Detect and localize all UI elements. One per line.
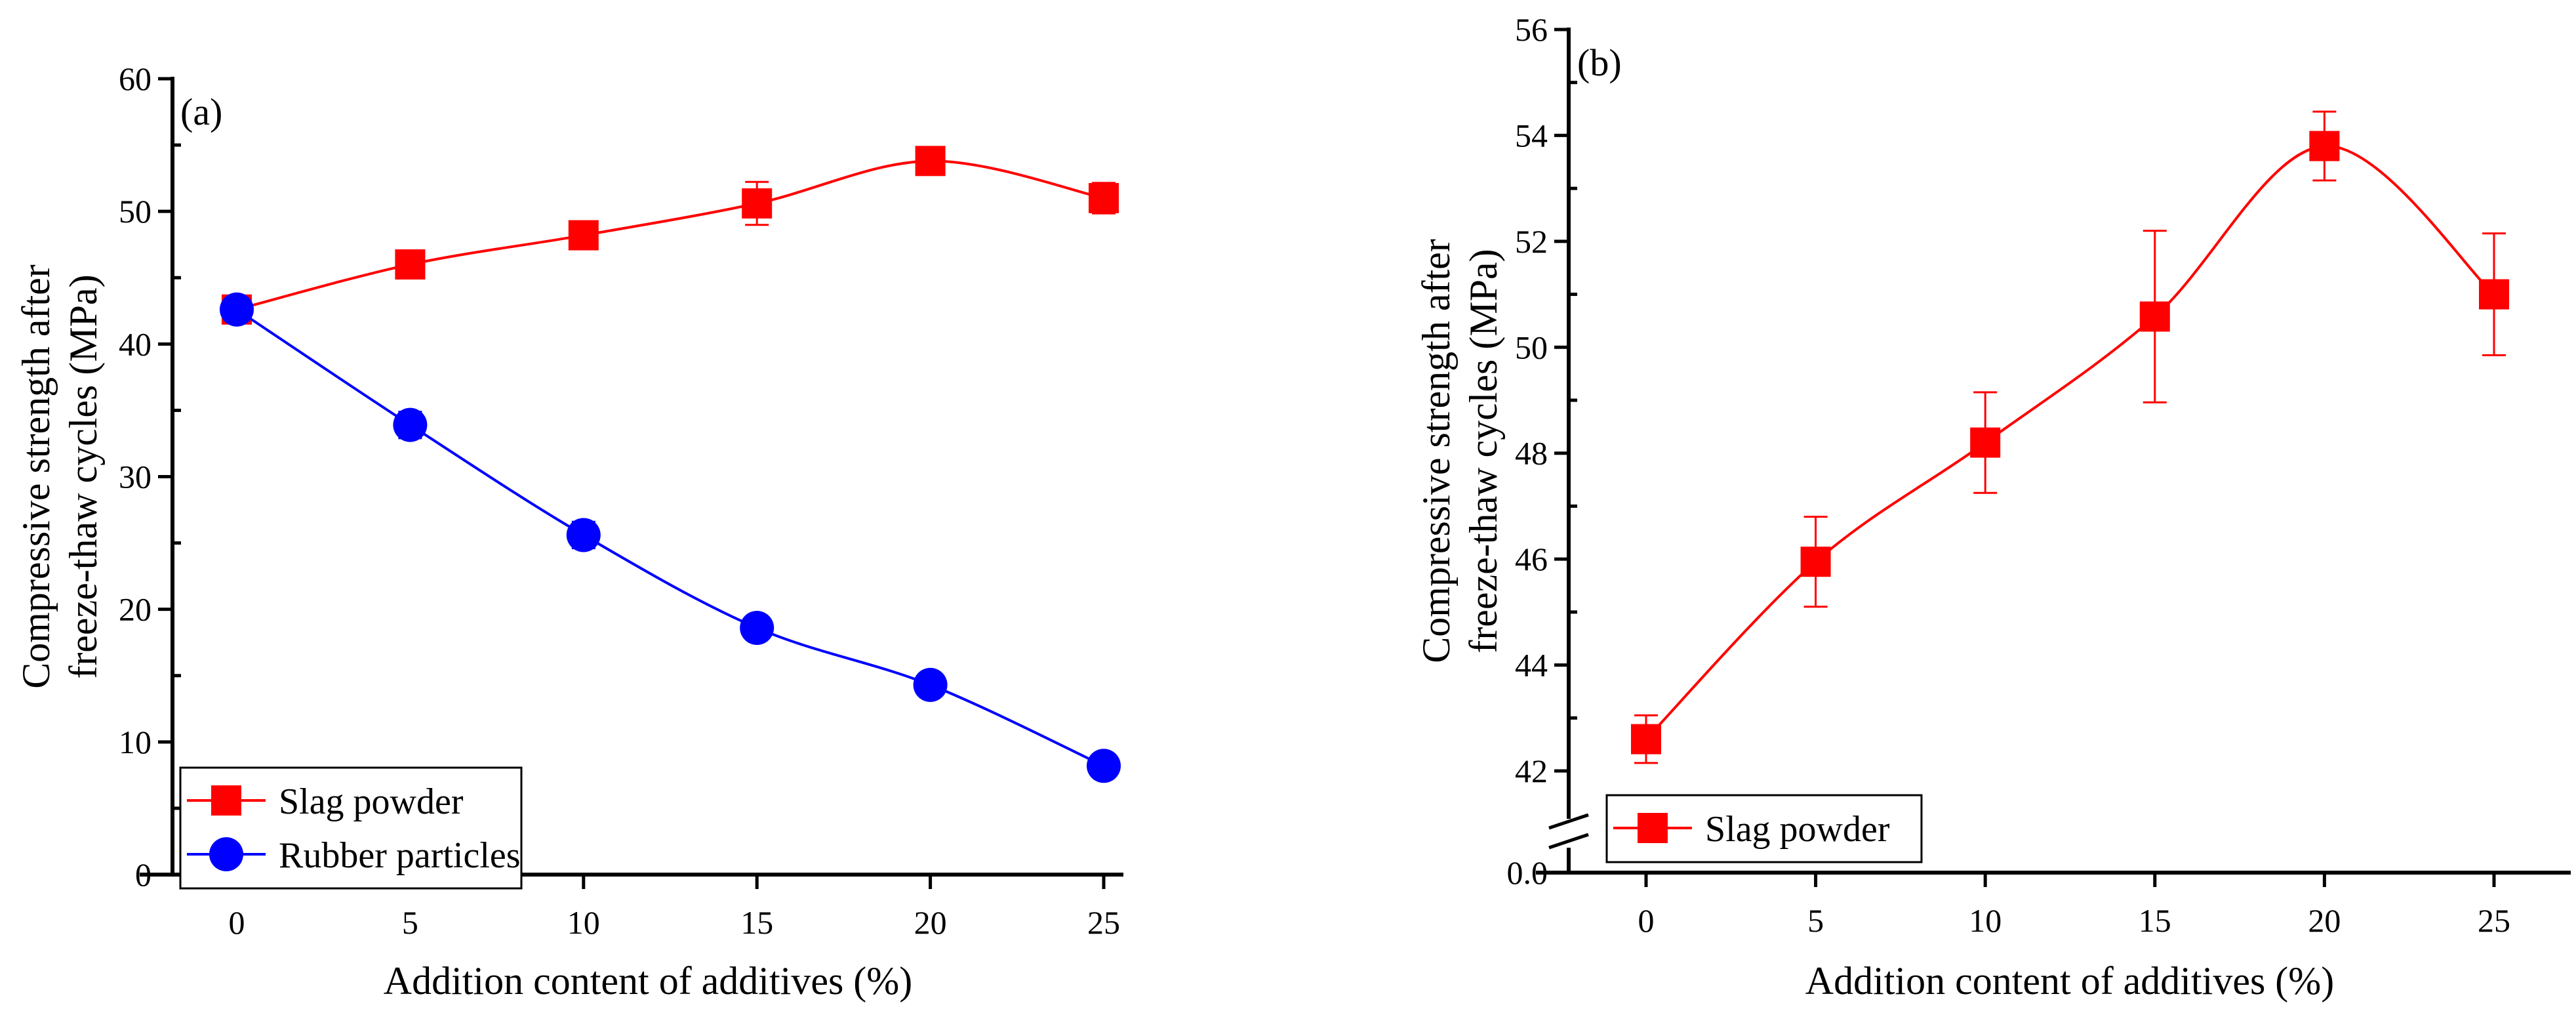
data-point-square bbox=[742, 188, 773, 219]
legend: Slag powder bbox=[1605, 794, 1923, 863]
y-tick-label: 10 bbox=[119, 724, 151, 760]
data-point-circle bbox=[740, 610, 775, 645]
axis-break-mark bbox=[1548, 833, 1589, 850]
y-axis-label-line2: freeze-thaw cycles (MPa) bbox=[1462, 249, 1505, 653]
x-tick-label: 5 bbox=[402, 904, 418, 941]
x-tick-label: 25 bbox=[2478, 902, 2510, 939]
legend-label: Slag powder bbox=[1705, 809, 1890, 850]
legend-label: Slag powder bbox=[279, 781, 464, 822]
y-tick-label: 30 bbox=[119, 459, 151, 495]
data-point-circle bbox=[209, 837, 243, 871]
data-point-square bbox=[1631, 724, 1661, 755]
series-line bbox=[236, 159, 1104, 311]
y-tick-label: 46 bbox=[1515, 541, 1548, 577]
y-axis-label-line1: Compressive strength after bbox=[14, 264, 58, 689]
x-tick-label: 0 bbox=[1638, 902, 1655, 939]
data-point-square bbox=[211, 785, 241, 816]
y-tick-label: 0 bbox=[135, 856, 151, 893]
series-slag-powder bbox=[222, 146, 1119, 325]
y-tick-label: 48 bbox=[1515, 435, 1548, 472]
data-point-square bbox=[2139, 301, 2170, 332]
y-tick-label: 0.0 bbox=[1507, 854, 1548, 891]
y-tick-label: 60 bbox=[119, 60, 151, 97]
data-point-square bbox=[915, 146, 946, 176]
data-point-square bbox=[2309, 131, 2340, 161]
y-tick-label: 50 bbox=[119, 193, 151, 230]
x-tick-label: 10 bbox=[1969, 902, 2002, 939]
y-tick-label: 44 bbox=[1515, 647, 1548, 684]
series-line bbox=[1645, 144, 2495, 740]
x-axis-label: Addition content of additives (%) bbox=[384, 959, 912, 1003]
panel-label: (b) bbox=[1577, 41, 1622, 84]
data-point-square bbox=[395, 249, 426, 280]
data-point-square bbox=[1638, 813, 1668, 843]
series-slag-powder bbox=[1631, 110, 2509, 764]
y-tick-label: 52 bbox=[1515, 223, 1548, 260]
x-tick-label: 25 bbox=[1087, 904, 1120, 941]
legend: Slag powder Rubber particles bbox=[179, 766, 523, 890]
data-point-circle bbox=[220, 292, 254, 327]
data-point-square bbox=[1089, 182, 1119, 213]
x-axis-label: Addition content of additives (%) bbox=[1805, 959, 2334, 1003]
data-point-square bbox=[1970, 427, 2001, 458]
y-tick-label: 40 bbox=[119, 325, 151, 362]
chart-b: 0 5 10 15 20 25 0.0 42 44 46 48 50 52 54 56 (b) Addition… bbox=[1415, 11, 2571, 1003]
data-point-circle bbox=[393, 407, 428, 442]
y-tick-label: 56 bbox=[1515, 11, 1548, 48]
axis-break-mark bbox=[1548, 813, 1589, 830]
series-rubber-particles bbox=[220, 292, 1121, 783]
data-point-circle bbox=[566, 518, 601, 552]
legend-label: Rubber particles bbox=[279, 835, 521, 876]
x-tick-label: 15 bbox=[2139, 902, 2171, 939]
x-tick-label: 0 bbox=[229, 904, 245, 941]
series-line bbox=[235, 308, 1104, 768]
y-axis-label-line1: Compressive strength after bbox=[1415, 239, 1458, 663]
x-tick-label: 15 bbox=[740, 904, 773, 941]
y-tick-label: 50 bbox=[1515, 329, 1548, 365]
x-tick-label: 20 bbox=[914, 904, 947, 941]
y-tick-label: 42 bbox=[1515, 753, 1548, 789]
x-tick-label: 5 bbox=[1807, 902, 1824, 939]
y-tick-label: 54 bbox=[1515, 117, 1548, 154]
chart-a: 0 5 10 15 20 25 0 10 20 30 40 50 60 (a) Addition conte… bbox=[14, 60, 1123, 1003]
data-point-square bbox=[1800, 547, 1831, 577]
data-point-square bbox=[568, 220, 599, 251]
data-point-circle bbox=[913, 667, 948, 702]
x-tick-label: 20 bbox=[2308, 902, 2341, 939]
y-axis-label-line2: freeze-thaw cycles (MPa) bbox=[62, 274, 105, 678]
y-tick-label: 20 bbox=[119, 591, 151, 628]
panel-label: (a) bbox=[180, 91, 222, 133]
data-point-circle bbox=[1087, 749, 1121, 783]
x-tick-label: 10 bbox=[567, 904, 600, 941]
data-point-square bbox=[2479, 279, 2509, 310]
